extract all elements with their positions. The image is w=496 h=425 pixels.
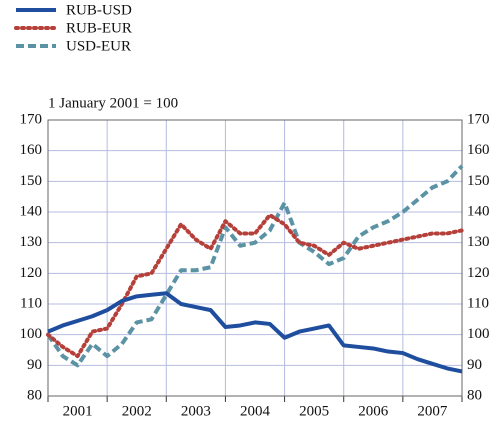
y2-tick-label: 80 — [467, 387, 482, 403]
x-tick-label: 2005 — [299, 403, 329, 419]
legend-label: USD-EUR — [66, 38, 131, 54]
x-tick-label: 2004 — [240, 403, 271, 419]
x-tick-label: 2002 — [122, 403, 152, 419]
legend-label: RUB-USD — [66, 2, 132, 18]
y-tick-label: 140 — [20, 203, 43, 219]
y-tick-label: 130 — [20, 234, 43, 250]
y2-tick-label: 100 — [467, 326, 490, 342]
y-tick-label: 120 — [20, 265, 43, 281]
y-tick-label: 80 — [27, 387, 42, 403]
y2-tick-label: 90 — [467, 357, 482, 373]
y-tick-label: 170 — [20, 111, 43, 127]
y-tick-label: 100 — [20, 326, 43, 342]
y-tick-label: 90 — [27, 357, 42, 373]
y2-tick-label: 140 — [467, 203, 490, 219]
series-line — [46, 164, 464, 368]
y2-tick-label: 110 — [467, 295, 489, 311]
series-line — [46, 213, 464, 359]
annotation: 1 January 2001 = 100 — [48, 95, 178, 111]
plot-border — [47, 119, 463, 397]
x-tick-label: 2001 — [63, 403, 93, 419]
y2-tick-label: 150 — [467, 173, 490, 189]
x-tick-label: 2003 — [181, 403, 211, 419]
x-tick-label: 2006 — [358, 403, 389, 419]
series-line — [47, 291, 463, 374]
x-tick-label: 2007 — [417, 403, 448, 419]
y2-tick-label: 160 — [467, 142, 490, 158]
y2-tick-label: 170 — [467, 111, 490, 127]
y-tick-label: 110 — [20, 295, 42, 311]
legend-label: RUB-EUR — [66, 20, 132, 36]
y2-tick-label: 130 — [467, 234, 490, 250]
y-tick-label: 150 — [20, 173, 43, 189]
y-tick-label: 160 — [20, 142, 43, 158]
y2-tick-label: 120 — [467, 265, 490, 281]
